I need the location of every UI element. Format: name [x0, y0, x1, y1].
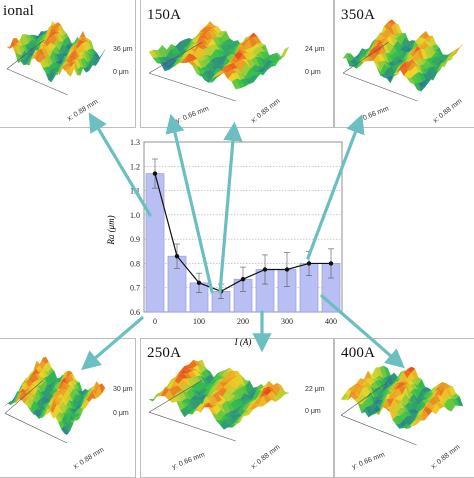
y-axis-title: Ra (μm) [106, 215, 116, 245]
data-point [285, 267, 289, 271]
surface-image [7, 21, 105, 95]
z-max-label: 36 μm [113, 46, 133, 53]
data-point [241, 277, 245, 281]
y-tick-label: 1.2 [130, 162, 140, 171]
y-tick-label: 0.6 [130, 308, 140, 317]
surface-image [149, 21, 289, 101]
y-tick-label: 0.9 [130, 235, 140, 244]
data-point [329, 261, 333, 265]
x-axis-label: x: 0.88 mm [432, 98, 464, 125]
x-axis-label: x: 0.88 mm [250, 98, 282, 125]
surface-plot: 22 μm 0 μm y: 0.66 mm x: 0.88 mm [141, 339, 334, 478]
ra-bar-chart: 0.6 0.7 0.8 0.9 1.0 1.1 1.2 1.3 0 100 200 300 400 R… [104, 134, 350, 356]
data-point [219, 289, 223, 293]
x-axis-label: x: 0.88 mm [250, 444, 282, 471]
bar [146, 174, 164, 312]
z-max-label: 30 μm [113, 386, 133, 393]
surface-plot: 30 μm 0 μm x: 0.88 mm [0, 339, 136, 478]
surface-plot: y: 0.66 mm x: 0.88 mm [335, 339, 474, 478]
surface-image [341, 366, 463, 445]
data-point [153, 171, 157, 175]
y-tick-label: 0.8 [130, 259, 140, 268]
y-tick-labels: 0.6 0.7 0.8 0.9 1.0 1.1 1.2 1.3 [130, 138, 140, 317]
y-axis-label: y: 0.66 mm [175, 105, 210, 125]
surface-panel-400a: 400A y: 0.66 mm x: 0.88 mm [334, 338, 474, 478]
x-axis-label: x: 0.88 mm [72, 446, 105, 470]
surface-panel-50a: 30 μm 0 μm x: 0.88 mm [0, 338, 136, 478]
y-tick-label: 1.3 [130, 138, 140, 147]
surface-panel-250a: 250A 22 μm 0 μm y: 0.66 mm x: 0.88 mm [140, 338, 334, 478]
data-point [197, 281, 201, 285]
data-point [307, 261, 311, 265]
surface-image [149, 360, 289, 441]
z-zero-label: 0 μm [305, 408, 321, 415]
y-axis-label: y: 0.66 mm [355, 105, 390, 125]
x-tick-label: 300 [281, 317, 293, 326]
x-tick-label: 0 [153, 317, 157, 326]
surface-image [343, 20, 463, 101]
x-axis-label: x: 0.88 mm [430, 444, 462, 471]
y-axis-label: y: 0.66 mm [171, 451, 206, 471]
surface-panel-150a: 150A 24 μm 0 μm y: 0.66 mm x: 0.88 mm [140, 0, 334, 128]
z-max-label: 22 μm [305, 386, 325, 393]
data-point [175, 254, 179, 258]
surface-plot: y: 0.66 mm x: 0.88 mm [335, 0, 474, 128]
surface-plot: 36 μm 0 μm x: 0.88 mm [0, 0, 136, 128]
x-axis-label: x: 0.88 mm [66, 98, 99, 122]
x-tick-label: 100 [193, 317, 205, 326]
y-tick-label: 0.7 [130, 284, 140, 293]
z-zero-label: 0 μm [305, 69, 321, 76]
y-tick-label: 1.0 [130, 211, 140, 220]
surface-image [5, 357, 105, 443]
surface-facet [80, 31, 86, 37]
x-axis-title: I (A) [234, 337, 252, 347]
x-tick-label: 400 [325, 317, 337, 326]
y-tick-label: 1.1 [130, 187, 140, 196]
z-zero-label: 0 μm [113, 410, 129, 417]
surface-panel-350a: 350A y: 0.66 mm x: 0.88 mm [334, 0, 474, 128]
y-axis-label: y: 0.66 mm [351, 451, 386, 471]
z-max-label: 24 μm [305, 46, 325, 53]
data-point [263, 267, 267, 271]
z-zero-label: 0 μm [113, 69, 129, 76]
x-tick-label: 200 [237, 317, 249, 326]
surface-panel-conventional: ional 36 μm 0 μm x: 0.88 mm [0, 0, 136, 128]
surface-plot: 24 μm 0 μm y: 0.66 mm x: 0.88 mm [141, 0, 334, 128]
x-axis-line [149, 73, 236, 101]
x-tick-labels: 0 100 200 300 400 [153, 317, 337, 326]
